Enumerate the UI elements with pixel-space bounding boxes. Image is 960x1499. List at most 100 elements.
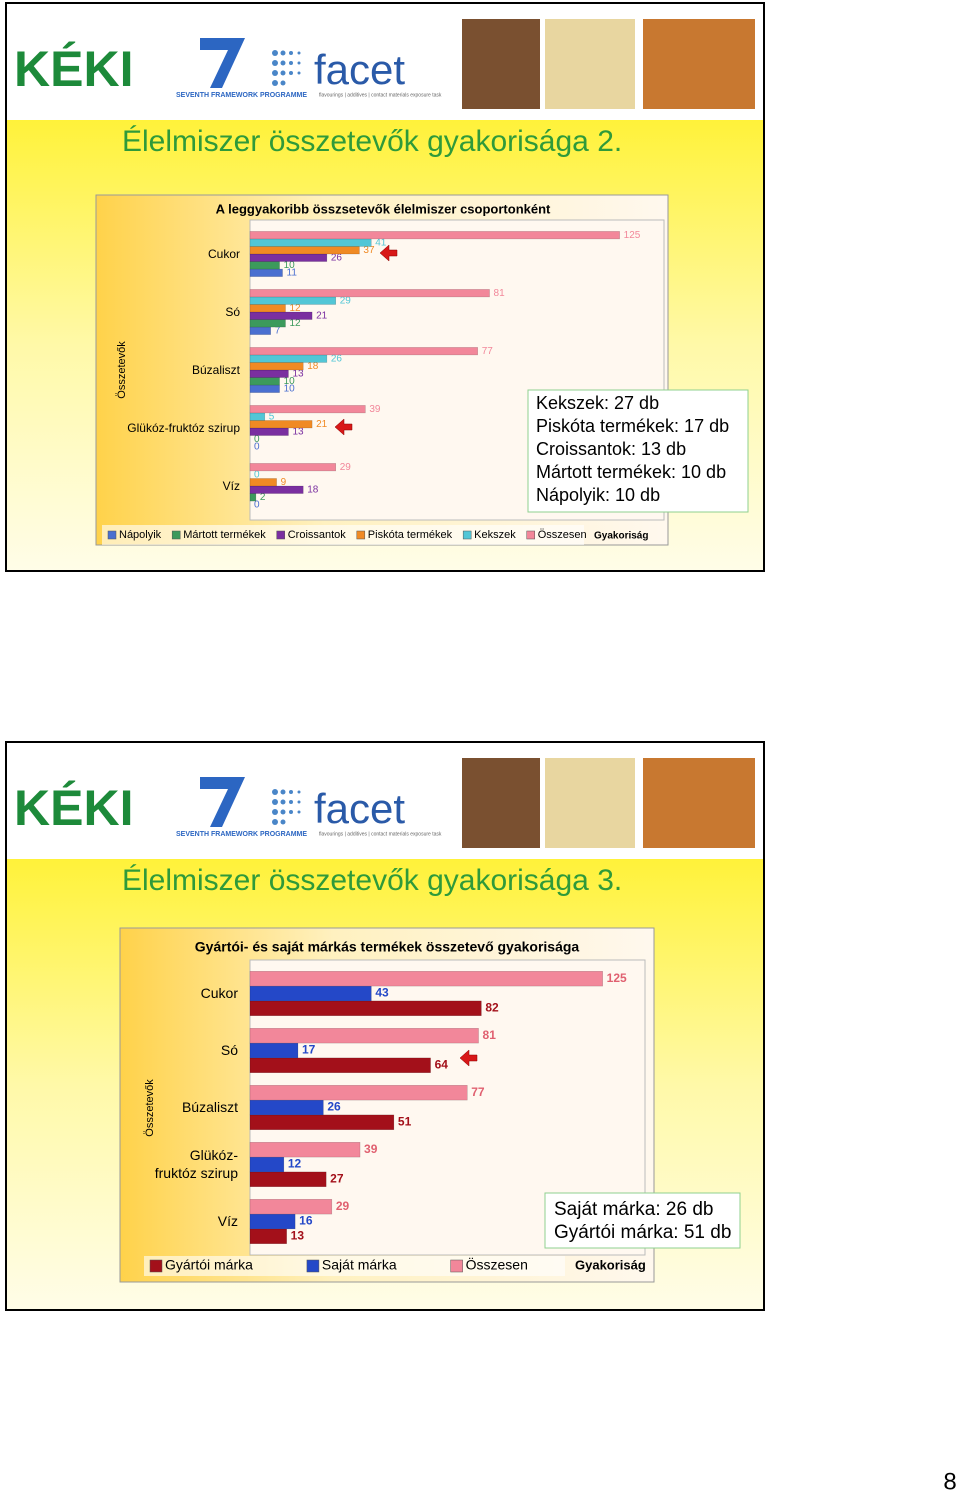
logo-dot	[297, 51, 301, 55]
label-box: Búzaliszt	[191, 362, 240, 377]
legend-box	[102, 525, 584, 545]
data-label: 9	[281, 477, 287, 488]
bar	[249, 1000, 482, 1016]
bar	[249, 1142, 361, 1158]
page-number: 8	[943, 1468, 956, 1494]
data-label: 26	[331, 252, 343, 263]
photo	[643, 758, 755, 848]
bar	[249, 420, 313, 429]
callout-line: Piskóta termékek: 17 db	[536, 416, 729, 436]
legend-label: Nápolyik	[119, 529, 162, 541]
bar	[249, 1114, 395, 1130]
logo-dot	[280, 819, 286, 825]
slide-title: Élelmiszer összetevők gyakorisága 2.	[122, 125, 622, 158]
bar	[249, 1199, 333, 1215]
data-label: 29	[340, 462, 352, 473]
logo-dot	[272, 60, 278, 66]
logo-dot	[280, 789, 286, 795]
data-label: 77	[482, 346, 494, 357]
bar	[249, 463, 337, 472]
label-box: Cukor	[201, 985, 238, 1001]
data-label: 13	[292, 368, 304, 379]
arrow	[459, 1049, 478, 1067]
bar	[249, 347, 478, 356]
category-label: Só	[220, 1041, 238, 1058]
bar	[249, 326, 271, 335]
logo-dot	[297, 61, 301, 65]
x-axis-title: Gyakoriság	[575, 1257, 646, 1272]
logo-dot	[280, 799, 286, 805]
logo-dot	[280, 809, 286, 815]
data-label: 125	[607, 971, 627, 985]
bar	[249, 427, 289, 436]
legend-label: Piskóta termékek	[368, 529, 453, 541]
logo-keki: KÉKI	[14, 780, 133, 836]
legend-swatch	[171, 530, 181, 540]
callout-line: Croissantok: 13 db	[536, 439, 686, 459]
logo-dot	[289, 51, 293, 55]
bar	[249, 304, 286, 313]
logo-dot	[280, 80, 286, 86]
data-label: 39	[364, 1142, 378, 1156]
logo-fp7-mark	[200, 777, 245, 827]
logo-dot	[272, 50, 278, 56]
legend-swatch	[149, 1259, 163, 1273]
label-box: Glükóz-fruktóz szirup	[127, 421, 240, 435]
bar	[249, 485, 304, 494]
category-label: Cukor	[207, 246, 240, 261]
bar	[249, 1028, 479, 1044]
logo-dot	[289, 790, 293, 794]
bar	[249, 971, 603, 987]
bar	[249, 1085, 468, 1101]
logo-dot	[297, 790, 301, 794]
data-label: 21	[316, 419, 328, 430]
legend-label: Gyártói márka	[165, 1257, 253, 1273]
bar	[249, 1156, 285, 1173]
bar	[249, 246, 360, 255]
logo-dot	[297, 810, 301, 814]
data-label: 29	[340, 295, 352, 306]
legend-swatch	[107, 530, 117, 540]
callout-line: Mártott termékek: 10 db	[536, 462, 726, 482]
logo-tagline: flavourings | additives | contact materi…	[319, 92, 442, 98]
legend-label: Kekszek	[474, 529, 516, 541]
callout-line: Kekszek: 27 db	[536, 393, 659, 413]
slide-header	[6, 742, 764, 860]
data-label: 7	[275, 325, 281, 336]
logo-dot	[280, 60, 286, 66]
data-label: 13	[291, 1228, 305, 1242]
category-label: Búzaliszt	[191, 362, 240, 377]
data-label: 41	[375, 237, 387, 248]
label-box: Glükóz-fruktóz szirup	[154, 1147, 238, 1181]
bar	[249, 478, 277, 487]
photo	[643, 19, 755, 109]
bar	[249, 261, 280, 270]
data-label: 26	[327, 1100, 341, 1114]
callout-box	[527, 389, 749, 513]
category-label: Glükóz-fruktóz szirup	[154, 1147, 238, 1181]
legend-swatch	[306, 1259, 320, 1273]
bar	[249, 319, 286, 328]
bar	[249, 1099, 324, 1116]
data-label: 125	[624, 230, 641, 241]
legend-label: Összesen	[538, 529, 587, 541]
bar	[249, 412, 266, 421]
bar	[249, 384, 280, 393]
data-label: 82	[485, 1000, 499, 1014]
data-label: 18	[307, 484, 319, 495]
x-axis-title: Gyakoriság	[594, 531, 648, 542]
logo-fp7: SEVENTH FRAMEWORK PROGRAMME	[176, 831, 307, 838]
data-label: 81	[494, 288, 506, 299]
label-box: Búzaliszt	[182, 1099, 238, 1115]
bar	[249, 493, 257, 502]
logo-dot	[272, 809, 278, 815]
legend-swatch	[462, 530, 472, 540]
category-label: Víz	[222, 478, 240, 493]
chart-title: A leggyakoribb összsetevők élelmiszer cs…	[216, 201, 551, 216]
bar	[249, 1057, 431, 1073]
bar	[249, 268, 283, 277]
data-label: 10	[284, 383, 296, 394]
callout-line: Nápolyik: 10 db	[536, 485, 660, 505]
data-label: 77	[471, 1085, 485, 1099]
data-label: 0	[254, 469, 260, 480]
